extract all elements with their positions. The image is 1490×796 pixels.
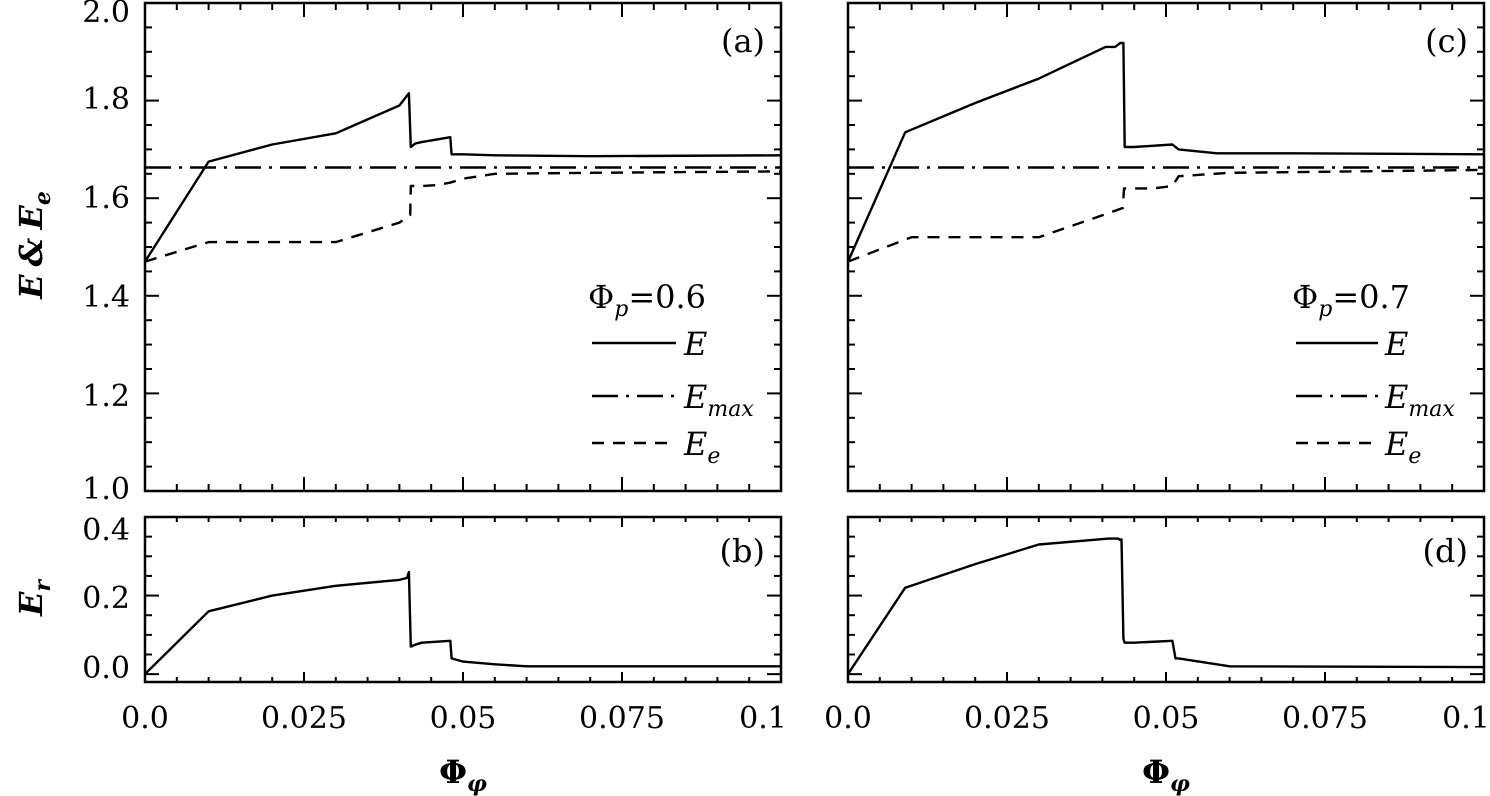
y-axis-title-energy: E&Ee: [12, 191, 56, 300]
y-axis-title-er: Er: [12, 579, 56, 617]
series-line-c-e: [848, 41, 1484, 263]
y-tick-label: 2.0: [82, 0, 130, 30]
y-tick-label: 0.0: [82, 651, 130, 686]
panel-d-frame: [846, 515, 1486, 684]
series-line-b-e-r: [145, 570, 781, 675]
legend-panel-a: Φp=0.6 E Emax Ee: [588, 278, 754, 469]
x-tick-label: 0.075: [1282, 701, 1368, 736]
panel-d-x-tick-labels: 0.0 0.025 0.05 0.075 0.1: [824, 701, 1490, 736]
x-tick-label: 0.025: [964, 701, 1050, 736]
y-tick-label: 0.4: [82, 513, 130, 548]
x-tick-label: 0.05: [1133, 701, 1200, 736]
x-tick-label: 0.025: [261, 701, 347, 736]
x-axis-title-left: Φφ: [439, 753, 487, 796]
panel-c-frame: [846, 1, 1486, 493]
x-tick-label: 0.0: [121, 701, 169, 736]
y-tick-label: 0.2: [82, 581, 130, 616]
series-line-a-e-e: [145, 170, 781, 263]
panel-label-d: (d): [1423, 532, 1468, 570]
legend-entry-label: Emax: [683, 378, 754, 422]
legend-entry-label: Ee: [683, 425, 720, 469]
legend-title: Φp=0.7: [1292, 278, 1410, 322]
legend-entry-label: E: [1384, 325, 1408, 363]
x-tick-label: 0.0: [824, 701, 872, 736]
series-layer: [145, 41, 1484, 675]
series-line-a-e: [145, 92, 781, 263]
series-line-d-e-r: [848, 537, 1484, 675]
legend-entry-label: E: [683, 325, 707, 363]
panel-label-b: (b): [720, 532, 765, 570]
tick-marks: [144, 2, 1485, 682]
panel-label-a: (a): [721, 22, 765, 60]
legend-panel-c: Φp=0.7 E Emax Ee: [1292, 278, 1455, 469]
legend-entry-label: Emax: [1384, 378, 1455, 422]
panel-b-x-tick-labels: 0.0 0.025 0.05 0.075 0.1: [121, 701, 787, 736]
series-line-c-e-e: [848, 168, 1484, 263]
panel-b-frame: [143, 515, 783, 684]
x-tick-label: 0.05: [430, 701, 497, 736]
y-tick-label: 1.2: [82, 379, 130, 414]
legend-title: Φp=0.6: [588, 278, 706, 322]
y-tick-label: 1.6: [82, 181, 130, 216]
x-tick-label: 0.1: [739, 701, 787, 736]
y-tick-label: 1.0: [82, 472, 130, 507]
x-tick-label: 0.075: [579, 701, 665, 736]
panel-a-y-tick-labels: 1.0 1.2 1.4 1.6 1.8 2.0: [82, 0, 130, 507]
panel-a-frame: [143, 1, 783, 493]
panel-label-c: (c): [1425, 22, 1468, 60]
panel-b-y-tick-labels: 0.0 0.2 0.4: [82, 513, 130, 686]
x-tick-label: 0.1: [1442, 701, 1490, 736]
x-axis-title-right: Φφ: [1142, 753, 1190, 796]
y-tick-label: 1.8: [82, 82, 130, 117]
y-tick-label: 1.4: [82, 280, 130, 315]
legend-entry-label: Ee: [1384, 425, 1421, 469]
